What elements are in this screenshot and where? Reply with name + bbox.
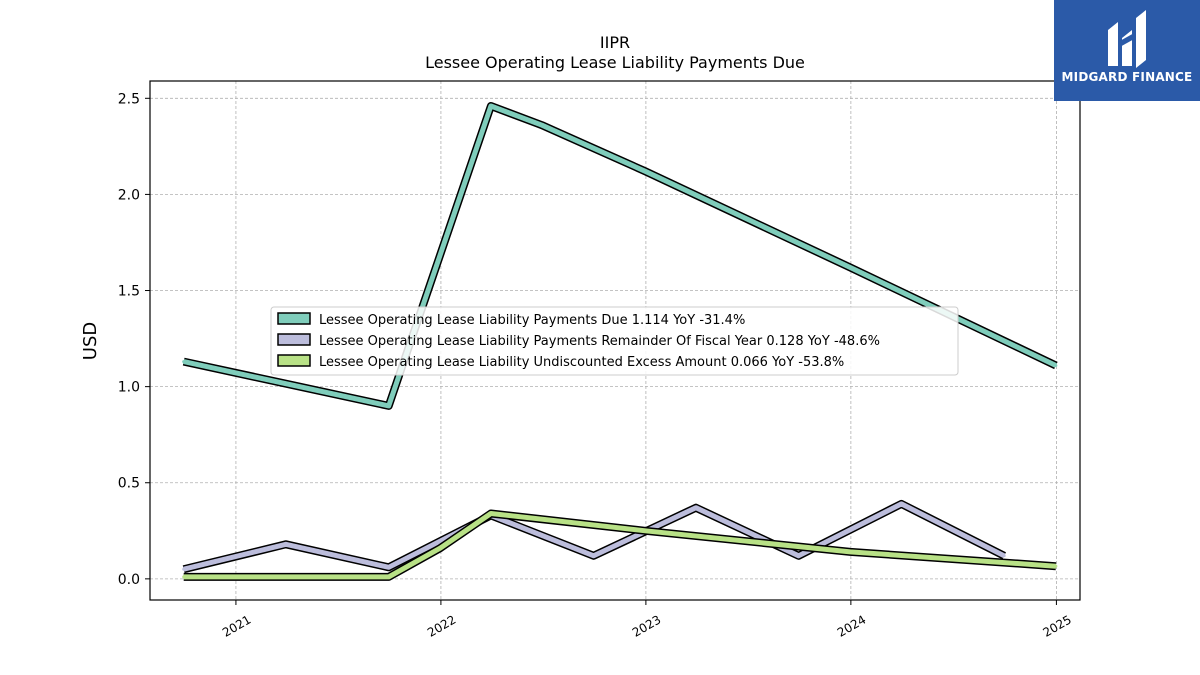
data-point bbox=[387, 404, 391, 408]
data-point bbox=[1002, 554, 1006, 558]
y-axis-label: USD bbox=[80, 322, 101, 360]
data-point bbox=[643, 529, 647, 533]
data-point bbox=[284, 542, 288, 546]
y-tick-label: 1.5 bbox=[118, 284, 140, 300]
y-tick-label: 1.0 bbox=[118, 380, 140, 396]
data-point bbox=[643, 169, 647, 173]
x-tick-label: 2024 bbox=[835, 612, 868, 639]
data-point bbox=[899, 502, 903, 506]
data-point bbox=[592, 554, 596, 558]
data-point bbox=[489, 512, 493, 515]
data-point bbox=[489, 104, 493, 108]
legend-box bbox=[270, 306, 959, 376]
data-point bbox=[694, 506, 698, 510]
series-group bbox=[182, 102, 1058, 581]
legend-entry-2: Lessee Operating Lease Liability Payment… bbox=[319, 334, 880, 349]
x-tick-label: 2021 bbox=[220, 612, 253, 639]
legend-entry-3: Lessee Operating Lease Liability Undisco… bbox=[319, 355, 844, 370]
x-tick-label: 2022 bbox=[425, 612, 458, 639]
data-point bbox=[1054, 363, 1058, 367]
data-point bbox=[387, 575, 391, 579]
legend-entry-1: Lessee Operating Lease Liability Payment… bbox=[319, 313, 745, 328]
data-point bbox=[438, 546, 442, 550]
legend-swatch-1 bbox=[277, 312, 311, 325]
data-point bbox=[848, 265, 852, 269]
y-tick-label: 2.0 bbox=[118, 187, 140, 203]
data-point bbox=[182, 360, 186, 364]
chart-title: IIPR bbox=[600, 33, 630, 52]
data-point bbox=[387, 565, 391, 569]
chart-subtitle: Lessee Operating Lease Liability Payment… bbox=[425, 53, 805, 72]
logo-mark-icon bbox=[1108, 10, 1146, 68]
legend: Lessee Operating Lease Liability Payment… bbox=[270, 306, 959, 376]
data-point bbox=[797, 554, 801, 558]
data-point bbox=[182, 567, 186, 571]
x-tick-label: 2025 bbox=[1040, 612, 1073, 639]
data-point bbox=[848, 550, 852, 554]
data-point bbox=[182, 575, 186, 579]
y-tick-label: 0.5 bbox=[118, 476, 140, 492]
y-axis: 0.0 0.5 1.0 1.5 2.0 2.5 bbox=[118, 91, 150, 588]
y-tick-label: 0.0 bbox=[118, 572, 140, 588]
x-axis: 2021 2022 2023 2024 2025 bbox=[220, 600, 1074, 640]
x-tick-label: 2023 bbox=[630, 612, 663, 639]
midgard-finance-logo: MIDGARD FINANCE bbox=[1054, 0, 1200, 101]
plot-frame bbox=[149, 80, 1081, 601]
y-tick-label: 2.5 bbox=[118, 91, 140, 107]
data-point bbox=[1054, 564, 1058, 568]
legend-swatch-2 bbox=[277, 333, 311, 346]
legend-swatch-3 bbox=[277, 354, 311, 367]
data-point bbox=[540, 123, 544, 127]
logo-text: MIDGARD FINANCE bbox=[1061, 70, 1193, 84]
